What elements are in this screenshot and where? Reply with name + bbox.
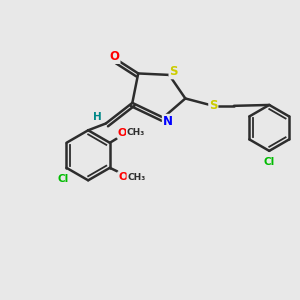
Text: Cl: Cl [57,174,69,184]
Text: S: S [169,65,178,79]
Text: Cl: Cl [264,157,275,167]
Text: S: S [209,99,218,112]
Text: N: N [163,115,173,128]
Text: CH₃: CH₃ [127,128,145,137]
Text: O: O [110,50,120,63]
Text: H: H [93,112,101,122]
Text: O: O [118,128,127,138]
Text: CH₃: CH₃ [127,173,146,182]
Text: O: O [118,172,128,182]
